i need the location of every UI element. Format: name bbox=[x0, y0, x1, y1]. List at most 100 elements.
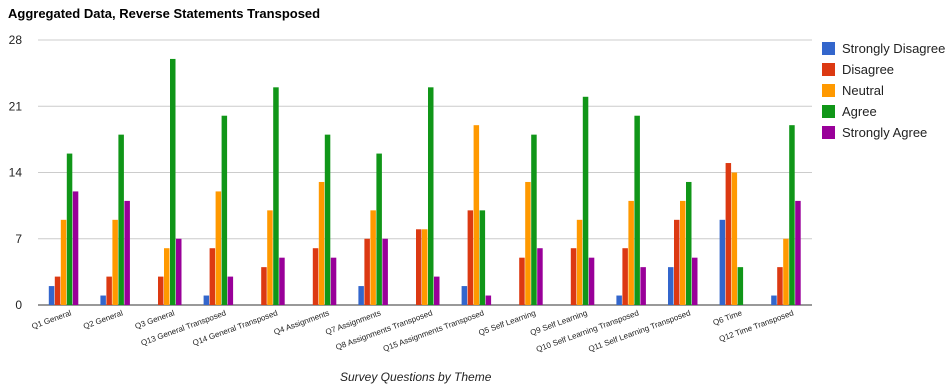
legend-swatch bbox=[822, 105, 835, 118]
legend: Strongly Disagree Disagree Neutral Agree Str… bbox=[822, 38, 945, 143]
legend-item: Strongly Agree bbox=[822, 122, 945, 143]
bar bbox=[628, 200, 634, 305]
bar bbox=[485, 295, 492, 305]
x-tick-label: Q2 General bbox=[82, 308, 124, 331]
bar bbox=[731, 172, 738, 305]
bar bbox=[261, 267, 267, 305]
bar bbox=[100, 295, 106, 305]
x-tick-label: Q14 General Transposed bbox=[191, 308, 279, 347]
bar bbox=[215, 191, 222, 305]
bar bbox=[318, 181, 325, 305]
x-axis-title: Survey Questions by Theme bbox=[340, 370, 492, 384]
bar bbox=[158, 276, 164, 305]
bar bbox=[279, 257, 285, 305]
legend-label: Disagree bbox=[842, 62, 895, 77]
bar bbox=[680, 200, 686, 305]
y-tick-label: 0 bbox=[15, 298, 22, 312]
bar bbox=[616, 295, 622, 305]
bar bbox=[467, 210, 474, 305]
bar bbox=[570, 248, 577, 305]
bar bbox=[170, 58, 176, 305]
bar bbox=[72, 191, 79, 305]
bar bbox=[324, 134, 331, 305]
bar bbox=[582, 96, 589, 306]
bar bbox=[479, 210, 486, 305]
bar bbox=[434, 276, 440, 305]
bar bbox=[422, 229, 428, 305]
bar bbox=[227, 276, 234, 305]
bar bbox=[124, 200, 130, 305]
y-tick-label: 7 bbox=[15, 232, 22, 246]
bar bbox=[203, 295, 210, 305]
bar bbox=[777, 267, 783, 305]
bar bbox=[725, 163, 732, 305]
x-tick-label: Q15 Assignments Transposed bbox=[382, 308, 485, 353]
bar bbox=[622, 248, 628, 305]
legend-item: Disagree bbox=[822, 59, 945, 80]
bar bbox=[48, 286, 55, 305]
bar bbox=[221, 115, 228, 305]
bar bbox=[330, 257, 337, 305]
bar bbox=[60, 219, 67, 305]
bar bbox=[66, 153, 73, 305]
bar bbox=[176, 238, 182, 305]
bar bbox=[364, 238, 370, 305]
bar bbox=[416, 229, 422, 305]
bar bbox=[692, 257, 698, 305]
bar bbox=[640, 267, 646, 305]
legend-swatch bbox=[822, 42, 835, 55]
bar bbox=[54, 276, 61, 305]
y-tick-label: 14 bbox=[9, 166, 23, 180]
y-tick-label: 28 bbox=[9, 33, 23, 47]
x-tick-label: Q6 Time bbox=[712, 308, 744, 327]
bar bbox=[461, 286, 468, 305]
bar bbox=[312, 248, 319, 305]
legend-item: Neutral bbox=[822, 80, 945, 101]
bar bbox=[531, 134, 537, 305]
bar bbox=[789, 125, 795, 305]
bar bbox=[428, 87, 434, 305]
legend-label: Agree bbox=[842, 104, 877, 119]
bar bbox=[686, 181, 692, 305]
bar bbox=[112, 219, 118, 305]
bar bbox=[537, 248, 543, 305]
x-tick-label: Q4 Assignments bbox=[273, 308, 331, 336]
bar bbox=[164, 248, 170, 305]
bar bbox=[576, 219, 583, 305]
bar bbox=[634, 115, 640, 305]
legend-swatch bbox=[822, 126, 835, 139]
x-tick-label: Q1 General bbox=[31, 308, 73, 331]
bar bbox=[525, 181, 531, 305]
legend-swatch bbox=[822, 84, 835, 97]
legend-label: Strongly Agree bbox=[842, 125, 928, 140]
bar bbox=[370, 210, 376, 305]
bar bbox=[719, 219, 726, 305]
bar bbox=[376, 153, 382, 305]
bar bbox=[737, 267, 744, 305]
bar bbox=[771, 295, 777, 305]
legend-label: Neutral bbox=[842, 83, 884, 98]
bar bbox=[588, 257, 595, 305]
bar bbox=[358, 286, 364, 305]
legend-item: Agree bbox=[822, 101, 945, 122]
legend-label: Strongly Disagree bbox=[842, 41, 946, 56]
bar bbox=[519, 257, 525, 305]
bar bbox=[382, 238, 388, 305]
bar bbox=[118, 134, 124, 305]
legend-item: Strongly Disagree bbox=[822, 38, 945, 59]
chart-title: Aggregated Data, Reverse Statements Tran… bbox=[8, 6, 321, 21]
bar bbox=[674, 219, 680, 305]
legend-swatch bbox=[822, 63, 835, 76]
y-tick-label: 21 bbox=[9, 99, 23, 113]
bar bbox=[267, 210, 273, 305]
bar bbox=[668, 267, 674, 305]
x-tick-label: Q5 Self Learning bbox=[477, 308, 537, 337]
bar bbox=[795, 200, 801, 305]
bar bbox=[473, 125, 480, 305]
bar bbox=[106, 276, 112, 305]
x-tick-label: Q13 General Transposed bbox=[140, 308, 228, 347]
bar bbox=[273, 87, 279, 305]
bar bbox=[783, 238, 789, 305]
bar bbox=[209, 248, 216, 305]
